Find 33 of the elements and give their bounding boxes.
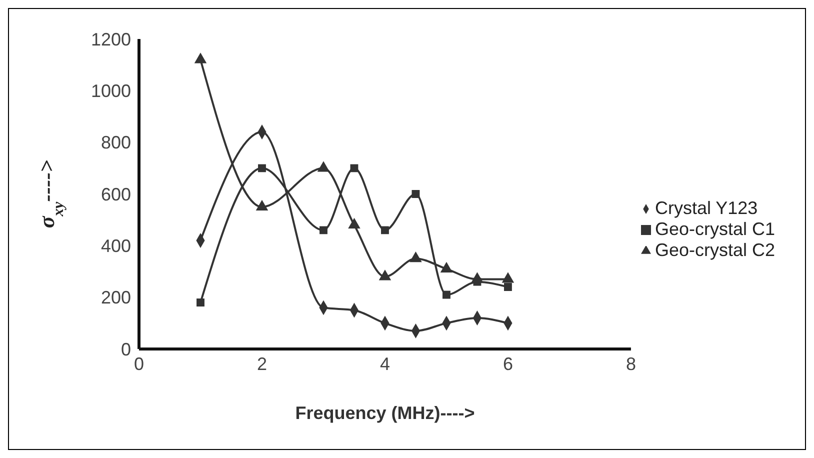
- point: [471, 272, 483, 283]
- point: [381, 226, 389, 234]
- x-tick-label: 4: [380, 354, 390, 374]
- point: [410, 252, 422, 262]
- point: [504, 283, 512, 291]
- point: [318, 162, 330, 172]
- point: [194, 53, 206, 64]
- point: [196, 298, 204, 306]
- x-tick-label: 0: [134, 354, 144, 374]
- point: [440, 262, 452, 272]
- y-tick-label: 1200: [90, 29, 131, 50]
- x-tick-label: 2: [256, 354, 267, 374]
- x-tick-label: 8: [626, 354, 636, 374]
- y-tick-label: 800: [100, 132, 131, 153]
- point: [320, 226, 328, 234]
- point: [348, 218, 360, 229]
- point: [379, 270, 391, 280]
- legend-label: Geo-crystal C1: [654, 218, 775, 238]
- point: [502, 272, 514, 283]
- point: [256, 200, 268, 210]
- y-tick-label: 200: [100, 288, 131, 308]
- y-tick-label: 0: [120, 339, 131, 360]
- y-tick-label: 1000: [90, 81, 131, 102]
- y-tick-label: 600: [100, 184, 131, 204]
- point: [412, 190, 420, 198]
- legend-label: Crystal Y123: [654, 198, 758, 218]
- x-axis-title: Frequency (MHz)---->: [295, 403, 475, 423]
- legend-label: Geo-crystal C2: [654, 240, 775, 260]
- point: [442, 290, 450, 299]
- point: [350, 164, 358, 172]
- x-tick-label: 6: [502, 354, 513, 374]
- y-tick-label: 400: [100, 236, 131, 256]
- point: [258, 164, 266, 172]
